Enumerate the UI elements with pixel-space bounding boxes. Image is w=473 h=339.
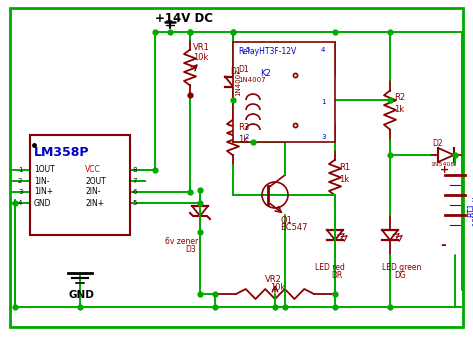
Text: D3: D3 bbox=[185, 245, 196, 255]
Text: 2IN-: 2IN- bbox=[85, 187, 100, 197]
Text: D2: D2 bbox=[432, 139, 443, 147]
Text: K2: K2 bbox=[260, 68, 271, 78]
Text: Q1: Q1 bbox=[280, 216, 292, 224]
Text: 1IN+: 1IN+ bbox=[34, 187, 53, 197]
Text: 3: 3 bbox=[321, 134, 325, 140]
Text: 10k: 10k bbox=[193, 54, 209, 62]
Text: D1: D1 bbox=[238, 65, 249, 75]
Text: 1: 1 bbox=[18, 167, 23, 173]
Text: +: + bbox=[440, 165, 449, 175]
Text: 1k: 1k bbox=[339, 176, 349, 184]
Text: 2: 2 bbox=[18, 178, 22, 184]
Text: BT1: BT1 bbox=[467, 203, 473, 217]
Text: 1OUT: 1OUT bbox=[34, 165, 55, 175]
Text: 1k: 1k bbox=[394, 105, 404, 115]
Text: DG: DG bbox=[394, 271, 406, 279]
Text: BC547: BC547 bbox=[280, 223, 307, 233]
Text: R1: R1 bbox=[339, 163, 350, 173]
Text: 4: 4 bbox=[321, 47, 325, 53]
Text: VR1: VR1 bbox=[193, 43, 210, 53]
Text: 3: 3 bbox=[18, 189, 23, 195]
Text: 6v zener: 6v zener bbox=[165, 238, 198, 246]
Text: 1N5408: 1N5408 bbox=[430, 162, 454, 167]
Text: LM358P: LM358P bbox=[34, 145, 89, 159]
Text: R3: R3 bbox=[238, 123, 249, 133]
Text: GND: GND bbox=[68, 290, 94, 300]
Text: VR2: VR2 bbox=[265, 276, 282, 284]
Text: 5: 5 bbox=[245, 47, 249, 53]
Text: D1: D1 bbox=[230, 67, 241, 77]
Text: VCC: VCC bbox=[85, 165, 101, 175]
Text: R2: R2 bbox=[394, 94, 405, 102]
Bar bbox=[30, 135, 130, 235]
Text: 10k: 10k bbox=[270, 283, 285, 293]
Text: 1N4007: 1N4007 bbox=[238, 77, 266, 83]
Text: -: - bbox=[440, 238, 446, 252]
Text: 8: 8 bbox=[132, 167, 137, 173]
Text: 1N4007: 1N4007 bbox=[235, 68, 241, 96]
Text: 1: 1 bbox=[321, 99, 325, 105]
Text: 2IN+: 2IN+ bbox=[85, 199, 104, 207]
Text: +14V DC: +14V DC bbox=[155, 12, 213, 24]
Text: 2: 2 bbox=[245, 134, 249, 140]
Text: 4: 4 bbox=[18, 200, 22, 206]
Text: 7: 7 bbox=[132, 178, 137, 184]
Text: DR: DR bbox=[331, 271, 342, 279]
Text: LED red: LED red bbox=[315, 262, 345, 272]
Text: 6: 6 bbox=[132, 189, 137, 195]
Text: 5: 5 bbox=[132, 200, 136, 206]
Text: 2OUT: 2OUT bbox=[85, 177, 106, 185]
Text: GND: GND bbox=[34, 199, 52, 207]
Text: LED green: LED green bbox=[382, 262, 421, 272]
Bar bbox=[233, 42, 335, 142]
Text: RelayHT3F-12V: RelayHT3F-12V bbox=[238, 47, 296, 57]
Text: 1k: 1k bbox=[238, 136, 248, 144]
Text: 1IN-: 1IN- bbox=[34, 177, 50, 185]
